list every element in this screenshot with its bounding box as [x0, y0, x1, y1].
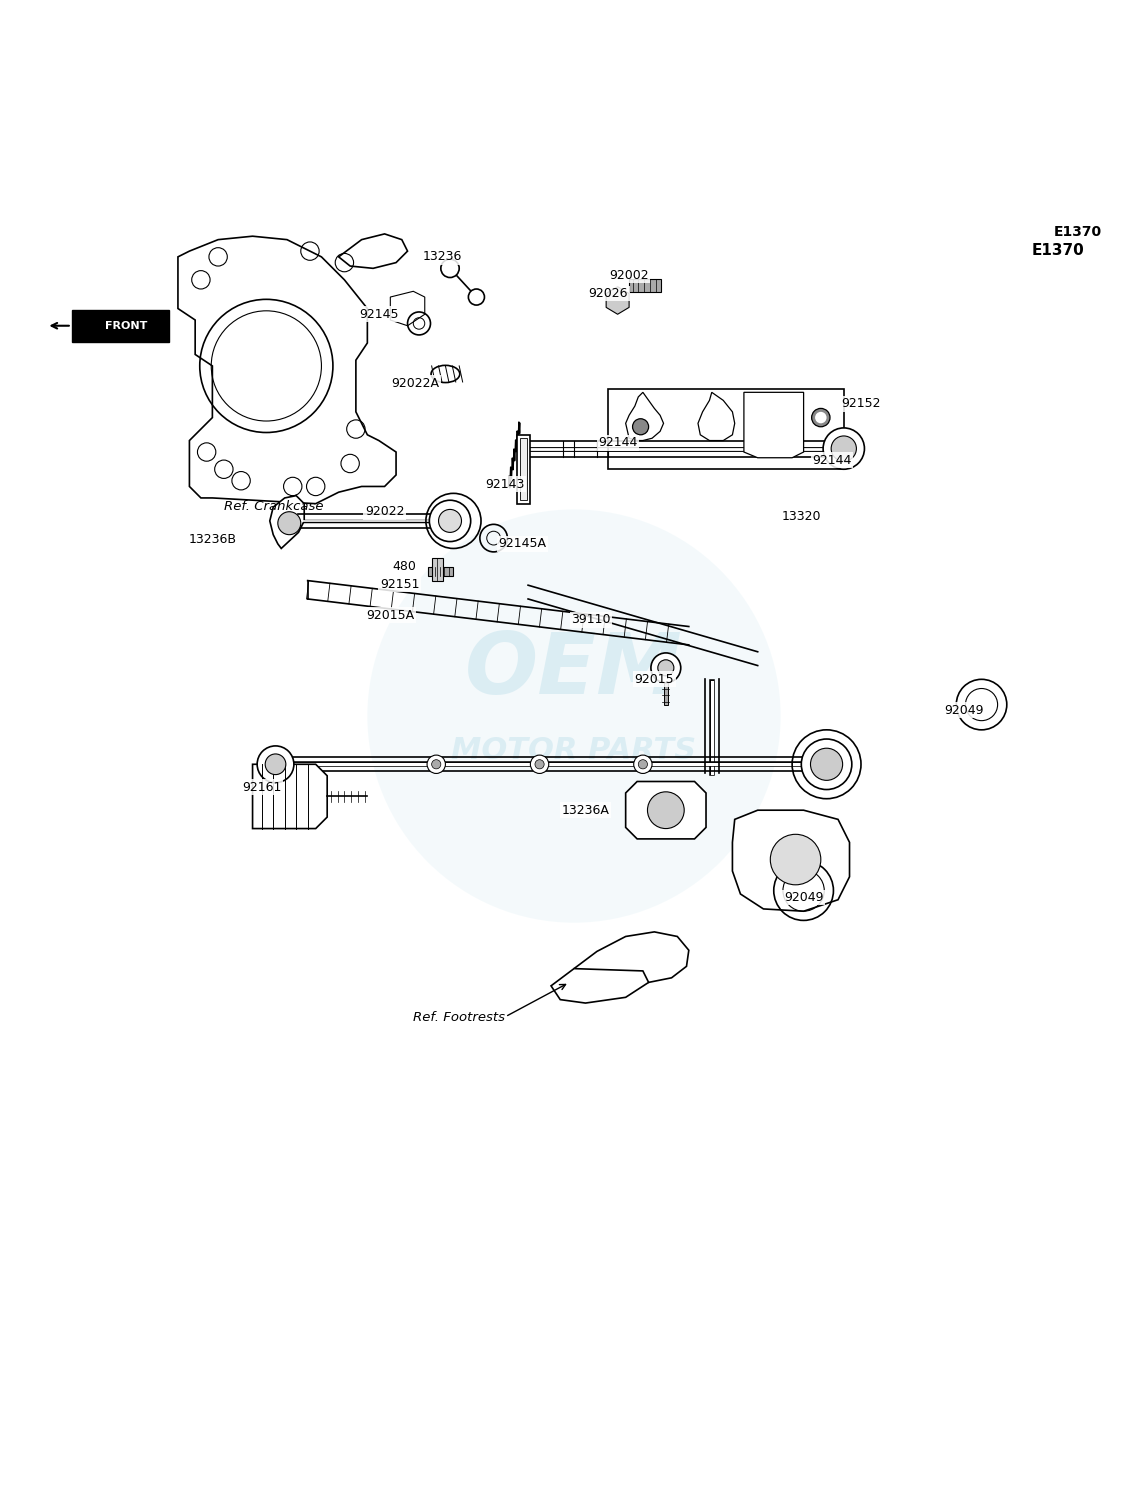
Polygon shape — [626, 392, 664, 440]
Polygon shape — [270, 495, 304, 548]
Text: 480: 480 — [393, 560, 416, 573]
Circle shape — [429, 500, 471, 542]
Text: MOTOR PARTS: MOTOR PARTS — [451, 735, 697, 766]
Text: 92049: 92049 — [784, 892, 823, 904]
Text: 13236: 13236 — [422, 251, 461, 263]
Circle shape — [831, 435, 856, 461]
Text: 92026: 92026 — [589, 287, 628, 300]
Circle shape — [770, 835, 821, 884]
Circle shape — [651, 653, 681, 683]
Text: 92145A: 92145A — [498, 537, 546, 551]
FancyBboxPatch shape — [71, 309, 170, 342]
Circle shape — [468, 290, 484, 305]
Polygon shape — [253, 764, 327, 829]
Polygon shape — [744, 392, 804, 458]
Text: 39110: 39110 — [572, 612, 611, 626]
Text: 92151: 92151 — [380, 578, 419, 590]
Polygon shape — [551, 968, 649, 1003]
Circle shape — [367, 509, 781, 923]
Bar — [428, 567, 453, 576]
Circle shape — [432, 760, 441, 769]
Text: 92015: 92015 — [635, 672, 674, 686]
Circle shape — [278, 512, 301, 534]
Text: FRONT: FRONT — [106, 321, 147, 330]
Circle shape — [535, 760, 544, 769]
Text: 13236A: 13236A — [561, 803, 610, 817]
Bar — [520, 438, 527, 500]
Text: 92152: 92152 — [841, 398, 881, 410]
Circle shape — [815, 411, 827, 423]
Bar — [629, 279, 661, 293]
Text: 92161: 92161 — [242, 781, 281, 794]
Text: 92145: 92145 — [359, 308, 398, 321]
Polygon shape — [178, 236, 396, 504]
Polygon shape — [339, 234, 408, 269]
Circle shape — [439, 509, 461, 533]
Text: 13236B: 13236B — [188, 533, 236, 546]
Text: Ref. Footrests: Ref. Footrests — [413, 1012, 505, 1024]
Circle shape — [823, 428, 864, 470]
Circle shape — [810, 747, 843, 781]
Text: 92022: 92022 — [365, 506, 404, 518]
Circle shape — [441, 260, 459, 278]
Polygon shape — [574, 932, 689, 982]
Text: 92015A: 92015A — [366, 608, 414, 621]
Text: OEM: OEM — [465, 629, 683, 711]
Circle shape — [647, 793, 684, 829]
Circle shape — [257, 746, 294, 782]
Circle shape — [801, 738, 852, 790]
Polygon shape — [698, 392, 735, 440]
Circle shape — [638, 760, 647, 769]
Text: E1370: E1370 — [1032, 243, 1085, 258]
Circle shape — [633, 419, 649, 435]
Circle shape — [812, 408, 830, 426]
Circle shape — [530, 755, 549, 773]
Circle shape — [427, 755, 445, 773]
Text: 92002: 92002 — [610, 269, 649, 282]
Text: 13320: 13320 — [782, 510, 821, 522]
Text: 92143: 92143 — [486, 477, 525, 491]
Polygon shape — [626, 782, 706, 839]
Bar — [517, 435, 530, 504]
Text: 92144: 92144 — [813, 453, 852, 467]
Bar — [432, 558, 443, 581]
Text: 92049: 92049 — [945, 704, 984, 717]
Circle shape — [658, 660, 674, 675]
Bar — [608, 389, 844, 470]
Polygon shape — [390, 291, 425, 326]
Text: 92144: 92144 — [598, 437, 637, 449]
Polygon shape — [732, 811, 850, 911]
Circle shape — [265, 754, 286, 775]
Polygon shape — [606, 287, 629, 314]
Circle shape — [634, 755, 652, 773]
Text: E1370: E1370 — [1054, 225, 1102, 239]
Bar — [664, 668, 668, 704]
Text: Ref. Crankcase: Ref. Crankcase — [224, 500, 324, 513]
Text: 92022A: 92022A — [391, 377, 440, 390]
